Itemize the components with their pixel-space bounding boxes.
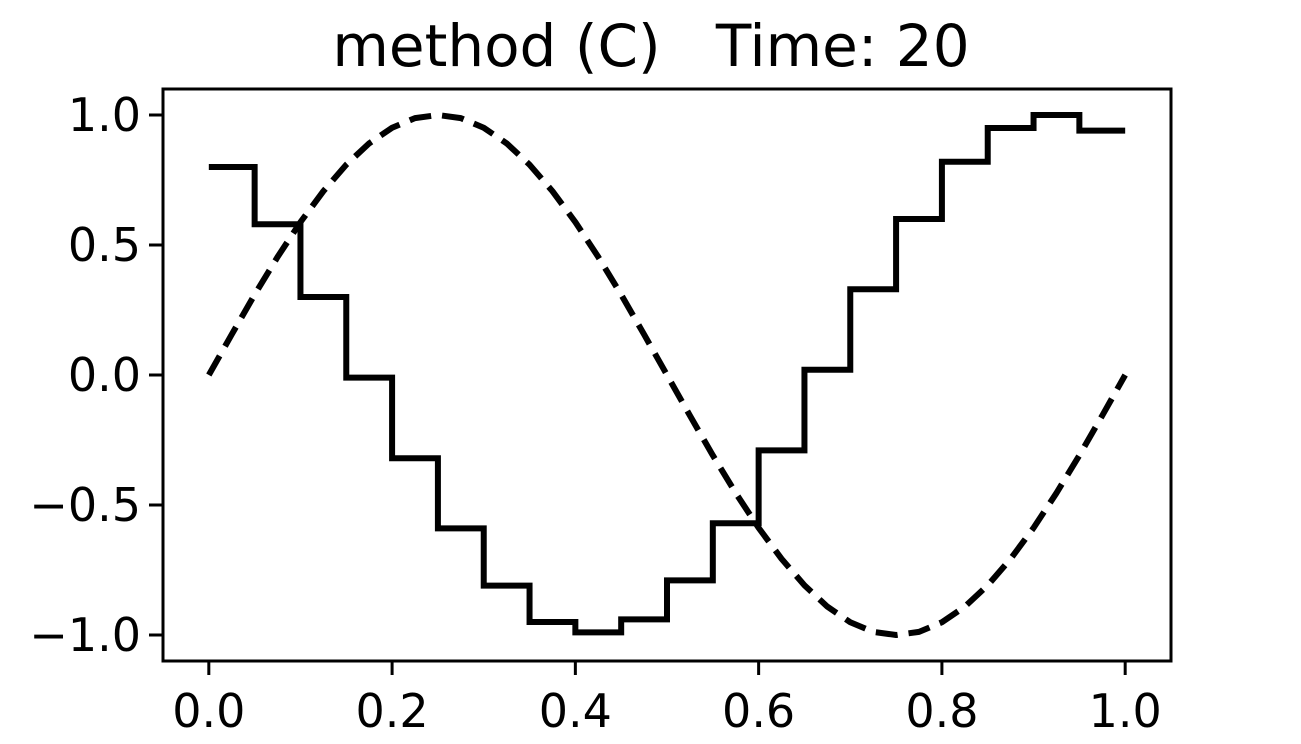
y-tick-label: −0.5 [29, 478, 141, 532]
series-line-dashed [206, 112, 1128, 638]
series-line-step [208, 112, 1126, 636]
y-tick-label: 0.0 [68, 348, 141, 402]
series-layer [206, 112, 1128, 638]
x-tick-label: 0.6 [722, 684, 795, 738]
x-tick-label: 0.8 [905, 684, 978, 738]
x-tick-label: 0.4 [539, 684, 612, 738]
x-tick-label: 0.0 [172, 684, 245, 738]
plot-frame [161, 87, 1173, 663]
chart-title: method (C) Time: 20 [332, 12, 969, 80]
x-tick-label: 1.0 [1089, 684, 1162, 738]
y-tick-label: 1.0 [68, 88, 141, 142]
axes-layer: 0.0 0.2 0.4 0.6 0.8 1.0 1.0 0.5 0.0 −0.5 −1.0 [29, 88, 1161, 738]
y-tick-label: −1.0 [29, 608, 141, 662]
x-tick-label: 0.2 [356, 684, 429, 738]
y-tick-label: 0.5 [68, 218, 141, 272]
